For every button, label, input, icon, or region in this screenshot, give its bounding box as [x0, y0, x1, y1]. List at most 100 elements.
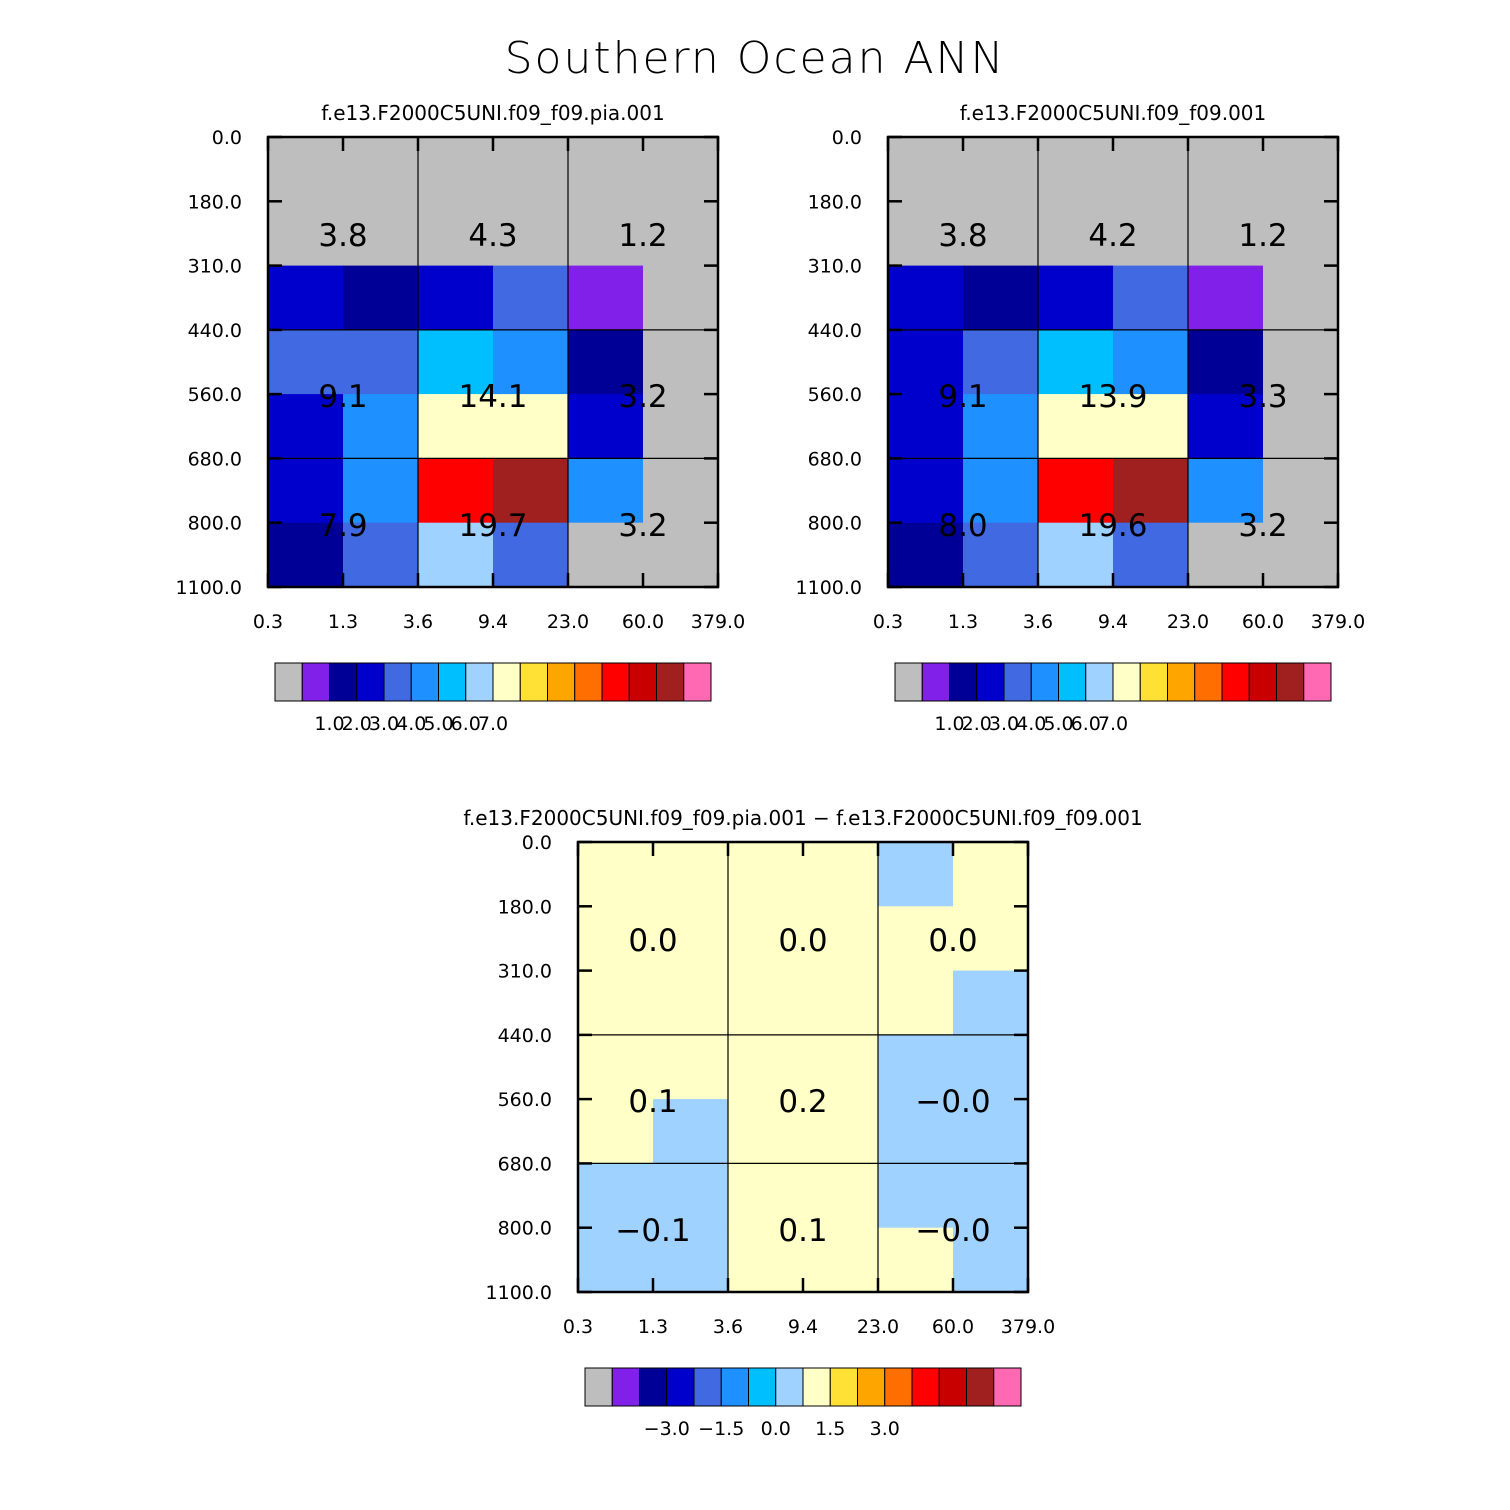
block-value: 3.2	[1238, 508, 1287, 544]
heat-cell	[803, 1163, 879, 1229]
block-value: 13.9	[1078, 379, 1147, 415]
y-tick-label: 0.0	[212, 127, 242, 149]
colorbar-box	[274, 662, 303, 702]
heat-cell	[568, 458, 644, 524]
heat-cell	[1038, 458, 1114, 524]
colorbar-label: 4.0	[1016, 713, 1046, 735]
colorbar-box	[693, 1367, 722, 1407]
heat-cell	[1113, 329, 1189, 395]
colorbar-label: 1.0	[934, 713, 964, 735]
heat-cell	[878, 906, 954, 972]
heat-cell	[953, 1227, 1029, 1293]
heat-cell	[1188, 458, 1264, 524]
x-tick-label: 9.4	[788, 1316, 818, 1338]
heat-cell	[418, 265, 494, 331]
x-tick-label: 3.6	[403, 611, 433, 633]
colorbar-box	[1139, 662, 1168, 702]
heat-cell	[268, 265, 344, 331]
block-value: 14.1	[458, 379, 527, 415]
heat-cell	[343, 201, 419, 267]
heat-cell	[1038, 329, 1114, 395]
y-tick-label: 440.0	[498, 1025, 552, 1047]
colorbar-box	[356, 662, 385, 702]
block-value: 4.2	[1088, 218, 1137, 254]
heat-cell	[728, 1163, 804, 1229]
colorbar-box	[465, 662, 494, 702]
colorbar-box	[547, 662, 576, 702]
heat-cell	[643, 265, 719, 331]
heat-cell	[568, 137, 644, 202]
x-tick-label: 0.3	[253, 611, 283, 633]
heat-cell	[1263, 137, 1339, 202]
heat-cell	[803, 1227, 879, 1293]
heat-cell	[343, 394, 419, 459]
main-title: Southern Ocean ANN	[505, 33, 1006, 84]
colorbar-box	[1221, 662, 1250, 702]
colorbar-box	[683, 662, 712, 702]
heat-cell	[418, 394, 494, 459]
x-tick-label: 1.3	[638, 1316, 668, 1338]
heat-cell	[418, 137, 494, 202]
colorbar-box	[911, 1367, 940, 1407]
heat-cell	[888, 458, 964, 524]
heat-cell	[888, 201, 964, 267]
heat-cell	[953, 1034, 1029, 1100]
panel-title: f.e13.F2000C5UNI.f09_f09.pia.001 − f.e13…	[463, 806, 1142, 830]
y-tick-label: 310.0	[498, 961, 552, 983]
heat-cell	[643, 522, 719, 588]
heat-cell	[1038, 201, 1114, 267]
colorbar-box	[921, 662, 950, 702]
heat-cell	[1263, 329, 1339, 395]
heat-cell	[643, 201, 719, 267]
colorbar-label: 3.0	[369, 713, 399, 735]
heat-cell	[653, 1227, 729, 1293]
heat-cell	[728, 970, 804, 1036]
y-tick-label: 310.0	[808, 256, 862, 278]
heat-cell	[953, 1163, 1029, 1229]
heat-cell	[1263, 201, 1339, 267]
heat-cell	[953, 906, 1029, 972]
heat-cell	[728, 1227, 804, 1293]
heat-cell	[418, 201, 494, 267]
heat-cell	[493, 265, 569, 331]
heat-cell	[568, 522, 644, 588]
heat-cell	[493, 522, 569, 588]
y-tick-label: 180.0	[498, 896, 552, 918]
block-value: 0.1	[778, 1213, 827, 1249]
heat-cell	[963, 522, 1039, 588]
y-tick-label: 680.0	[188, 448, 242, 470]
y-tick-label: 560.0	[808, 384, 862, 406]
heat-cell	[728, 842, 804, 907]
colorbar-box	[1058, 662, 1087, 702]
heat-cell	[803, 1099, 879, 1164]
block-value: 9.1	[318, 379, 367, 415]
colorbar-label: 7.0	[478, 713, 508, 735]
heat-cell	[343, 458, 419, 524]
heat-cell	[878, 970, 954, 1036]
block-value: 3.3	[1238, 379, 1287, 415]
colorbar-box	[829, 1367, 858, 1407]
x-tick-label: 9.4	[1098, 611, 1128, 633]
colorbar-box	[1248, 662, 1277, 702]
heat-cell	[343, 329, 419, 395]
heat-cell	[888, 265, 964, 331]
colorbar-box	[301, 662, 330, 702]
heat-cell	[1188, 265, 1264, 331]
heat-cell	[653, 842, 729, 907]
colorbar-label: −1.5	[698, 1418, 744, 1440]
x-tick-label: 60.0	[1242, 611, 1284, 633]
panel-3: f.e13.F2000C5UNI.f09_f09.pia.001 − f.e13…	[463, 806, 1142, 1440]
colorbar-box	[802, 1367, 831, 1407]
heat-cell	[578, 1227, 654, 1293]
heat-cell	[568, 394, 644, 459]
colorbar-box	[438, 662, 467, 702]
y-tick-label: 310.0	[188, 256, 242, 278]
block-value: −0.0	[915, 1213, 990, 1249]
block-value: 0.2	[778, 1084, 827, 1120]
block-value: 19.6	[1078, 508, 1147, 544]
heat-cell	[268, 201, 344, 267]
block-value: 4.3	[468, 218, 517, 254]
block-value: 1.2	[618, 218, 667, 254]
heat-cell	[1263, 522, 1339, 588]
heat-cell	[1038, 522, 1114, 588]
